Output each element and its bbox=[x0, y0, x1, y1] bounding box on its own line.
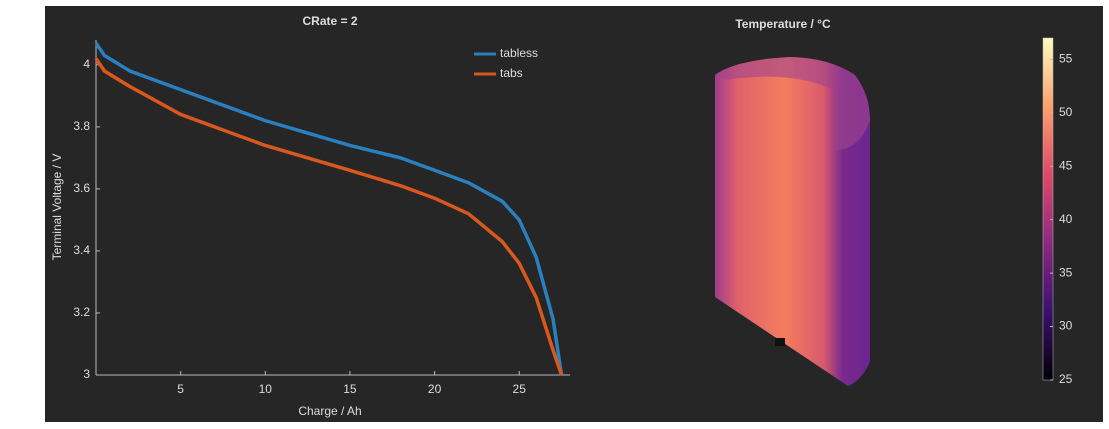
y-tick-label: 3.8 bbox=[73, 119, 90, 133]
legend-label: tabs bbox=[500, 66, 523, 80]
legend-label: tabless bbox=[500, 46, 538, 60]
background bbox=[45, 6, 1103, 422]
colorbar-tick-label: 50 bbox=[1059, 105, 1073, 119]
x-tick-label: 15 bbox=[343, 382, 357, 396]
y-tick-label: 3.2 bbox=[73, 305, 90, 319]
x-tick-label: 5 bbox=[177, 382, 184, 396]
y-axis-label: Terminal Voltage / V bbox=[50, 154, 64, 261]
tab bbox=[775, 338, 785, 346]
colorbar-tick-label: 40 bbox=[1059, 212, 1073, 226]
y-tick-label: 4 bbox=[83, 57, 90, 71]
colorbar-tick-label: 55 bbox=[1059, 52, 1073, 66]
y-tick-label: 3 bbox=[83, 367, 90, 381]
x-tick-label: 20 bbox=[428, 382, 442, 396]
colorbar-tick-label: 25 bbox=[1059, 372, 1073, 386]
y-tick-label: 3.6 bbox=[73, 181, 90, 195]
x-tick-label: 25 bbox=[513, 382, 527, 396]
figure: CRate = 2 5 10 15 20 25 3 3.2 3.4 3.6 3.8 4 Charge /… bbox=[0, 0, 1109, 424]
colorbar-tick-label: 35 bbox=[1059, 265, 1073, 279]
colorbar-tick-label: 30 bbox=[1059, 319, 1073, 333]
x-axis-label: Charge / Ah bbox=[298, 404, 361, 418]
chart-title: Temperature / °C bbox=[735, 17, 831, 31]
colorbar bbox=[1043, 38, 1053, 380]
colorbar-tick-label: 45 bbox=[1059, 158, 1073, 172]
chart-title: CRate = 2 bbox=[302, 14, 357, 28]
y-tick-label: 3.4 bbox=[73, 243, 90, 257]
x-tick-label: 10 bbox=[259, 382, 273, 396]
